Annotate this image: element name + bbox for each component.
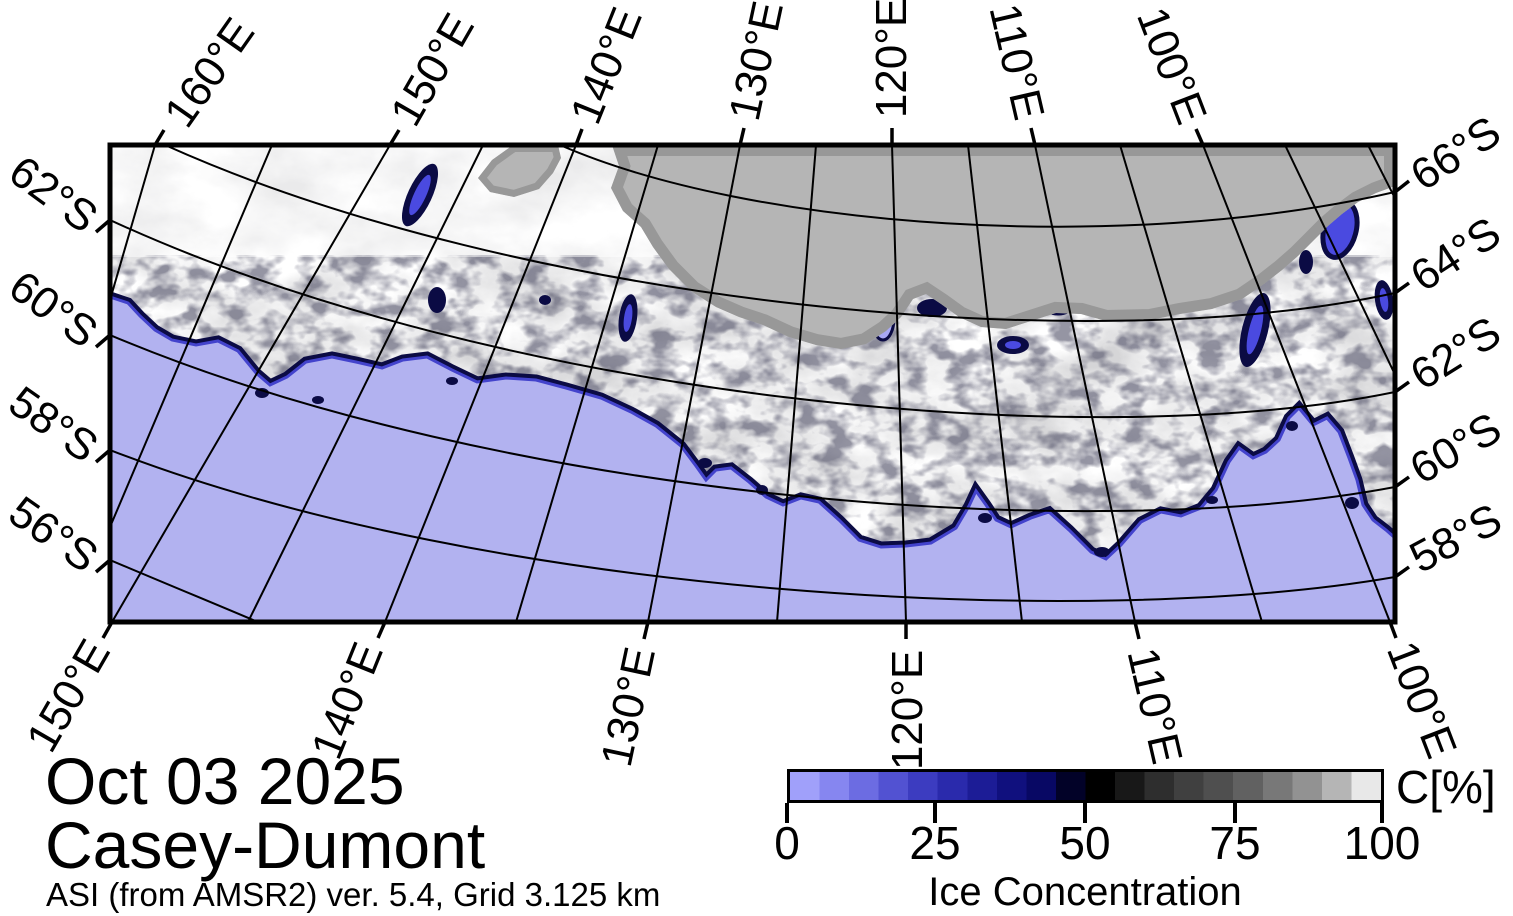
parallel-62s xyxy=(110,219,1395,419)
meridian-130e xyxy=(647,145,741,622)
parallel-60s xyxy=(110,334,1395,513)
meridian-110e xyxy=(1034,145,1136,622)
colorbar-ticklabel-50: 50 xyxy=(1059,817,1111,869)
colorbar-ticklabel-100: 100 xyxy=(1343,817,1421,869)
axis-ticks xyxy=(94,127,1411,640)
parallel-66s xyxy=(559,145,1395,228)
map-region: Casey-Dumont xyxy=(45,808,486,882)
colorbar-ticklabel-0: 0 xyxy=(774,817,800,869)
colorbar-ticklabel-25: 25 xyxy=(909,817,961,869)
meridian-100e xyxy=(1202,145,1391,622)
meridian-95e xyxy=(1284,145,1395,377)
colorbar-unit: C[%] xyxy=(1396,761,1496,813)
graticule xyxy=(110,145,1395,622)
meridian-135e xyxy=(515,145,659,622)
colorbar-gradient xyxy=(787,769,1384,803)
map-frame xyxy=(107,142,1398,625)
parallel-58s xyxy=(110,449,1395,602)
meridian-160e xyxy=(110,145,156,301)
top-axis-label-120e: 120°E xyxy=(867,0,916,119)
meridian-120e xyxy=(891,145,907,622)
colorbar-tick-25 xyxy=(933,803,937,823)
colorbar-tick-0 xyxy=(785,803,789,823)
colorbar-tick-100 xyxy=(1380,803,1384,823)
ice-edge-blue-rim xyxy=(110,295,1395,561)
meridian-140e xyxy=(384,145,577,622)
coastline-band xyxy=(478,145,569,205)
map-caption: ASI (from AMSR2) ver. 5.4, Grid 3.125 km xyxy=(46,876,661,913)
colorbar-axis-label: Ice Concentration xyxy=(928,870,1242,914)
meridian-145e xyxy=(247,145,484,622)
meridian-150e xyxy=(111,145,391,622)
colorbar-tick-75 xyxy=(1233,803,1237,823)
parallel-56s xyxy=(110,559,261,622)
parallel-64s xyxy=(164,145,1395,322)
map-date: Oct 03 2025 xyxy=(45,744,405,818)
colorbar-tick-50 xyxy=(1083,803,1087,823)
meridian-125e xyxy=(776,145,817,622)
colorbar-ticklabel-75: 75 xyxy=(1209,817,1261,869)
map-interior xyxy=(110,145,1395,622)
meridian-155e xyxy=(110,145,273,528)
bottom-axis-label-120e: 120°E xyxy=(883,649,932,771)
